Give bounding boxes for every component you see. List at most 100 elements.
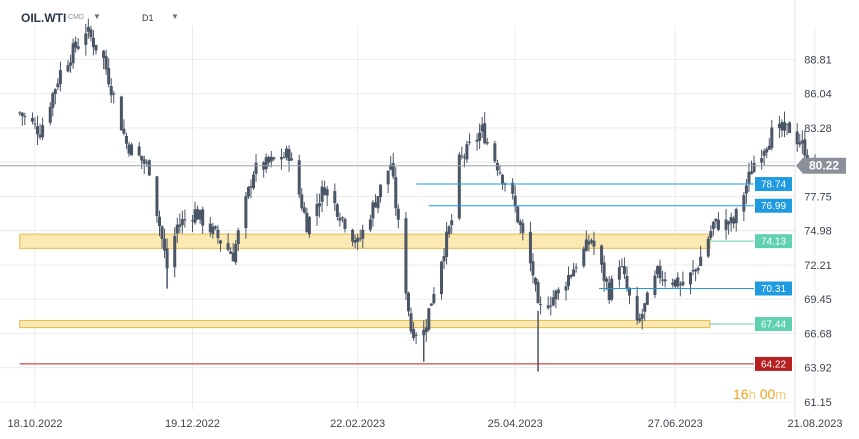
candle-body <box>500 174 504 184</box>
candle-body <box>58 70 62 85</box>
candle-body <box>607 282 611 301</box>
candle-body <box>788 122 792 133</box>
candle-body <box>546 305 550 309</box>
candle-body <box>394 177 398 209</box>
candle-body <box>371 202 375 219</box>
candle-body <box>798 142 802 145</box>
candle-body <box>107 68 111 85</box>
candle-body <box>714 218 718 222</box>
y-tick-label: 61.15 <box>804 397 832 409</box>
candle-body <box>465 144 469 160</box>
candle-body <box>252 174 256 189</box>
candle-body <box>216 229 220 239</box>
x-tick-label: 21.08.2023 <box>787 418 842 430</box>
candle-body <box>302 207 306 213</box>
x-tick-label: 22.02.2023 <box>330 418 385 430</box>
candle-body <box>376 196 380 209</box>
candle-body <box>689 272 693 285</box>
current-price-tag <box>796 157 846 174</box>
candle-body <box>320 186 324 202</box>
timeframe-label[interactable]: D1 <box>142 13 154 23</box>
candle-body <box>673 279 677 287</box>
candle-body <box>432 293 436 304</box>
level-label: 74.13 <box>761 237 786 248</box>
candle-body <box>178 224 182 227</box>
candle-body <box>620 266 624 268</box>
level-label-box <box>755 177 792 192</box>
level-label-box <box>755 281 792 296</box>
candle-body <box>122 128 126 134</box>
candle-countdown: 16h 00m <box>733 386 786 402</box>
candle-body <box>196 209 200 220</box>
y-tick-label: 86.04 <box>804 89 832 101</box>
candle-body <box>155 176 159 217</box>
candle-body <box>440 261 444 295</box>
candle-body <box>104 56 108 70</box>
candle-body <box>498 172 502 174</box>
candle-body <box>89 29 93 38</box>
timeframe-dropdown-caret-icon[interactable]: ▼ <box>171 12 179 21</box>
candle-body <box>752 162 756 173</box>
level-label-box <box>755 198 792 213</box>
candle-body <box>71 43 75 64</box>
candle-body <box>427 308 431 330</box>
candle-body <box>694 269 698 272</box>
y-tick-label: 77.75 <box>804 191 832 203</box>
y-tick-label: 69.45 <box>804 294 832 306</box>
candle-body <box>412 329 416 339</box>
candle-body <box>681 281 685 286</box>
candle-body <box>706 238 710 257</box>
candle-body <box>160 226 164 239</box>
candle-body <box>536 282 540 304</box>
candle-body <box>180 219 184 226</box>
candle-body <box>145 162 149 164</box>
candle-body <box>74 41 78 48</box>
candle-body <box>638 318 642 322</box>
candle-body <box>351 229 355 242</box>
candle-body <box>709 231 713 238</box>
candle-body <box>762 151 766 156</box>
candle-body <box>450 220 454 226</box>
symbol-label[interactable]: OIL.WTI <box>21 11 67 25</box>
candle-body <box>655 266 659 275</box>
candle-body <box>48 106 52 123</box>
candle-body <box>765 148 769 153</box>
candle-body <box>124 135 128 144</box>
candle-body <box>20 112 24 116</box>
x-tick-label: 25.04.2023 <box>488 418 543 430</box>
candle-body <box>699 256 703 266</box>
candle-body <box>678 284 682 286</box>
candle-body <box>605 278 609 282</box>
candle-body <box>94 44 98 51</box>
candle-body <box>246 187 250 197</box>
candle-body <box>803 139 807 156</box>
candle-body <box>462 156 466 158</box>
level-label-box <box>755 234 792 249</box>
candle-body <box>386 170 390 185</box>
candle-body <box>165 248 169 269</box>
candle-body <box>564 286 568 291</box>
candle-body <box>617 267 621 280</box>
candle-body <box>414 334 418 336</box>
candle-body <box>724 219 728 230</box>
candle-body <box>495 162 499 171</box>
candle-body <box>91 37 95 48</box>
candle-body <box>211 226 215 234</box>
countdown-hours: 16 <box>733 386 749 402</box>
candle-body <box>287 149 291 161</box>
candle-body <box>569 275 573 277</box>
candle-body <box>602 262 606 281</box>
candle-body <box>102 50 106 59</box>
candle-body <box>305 212 309 233</box>
candle-body <box>335 204 339 217</box>
candle-body <box>343 219 347 229</box>
candle-body <box>640 313 644 319</box>
candle-body <box>84 33 88 45</box>
candle-body <box>406 292 410 312</box>
candle-body <box>361 229 365 239</box>
x-tick-label: 19.12.2022 <box>165 418 220 430</box>
symbol-dropdown-caret-icon[interactable]: ▼ <box>93 12 101 21</box>
candle-body <box>475 139 479 142</box>
candle-body <box>356 237 360 242</box>
